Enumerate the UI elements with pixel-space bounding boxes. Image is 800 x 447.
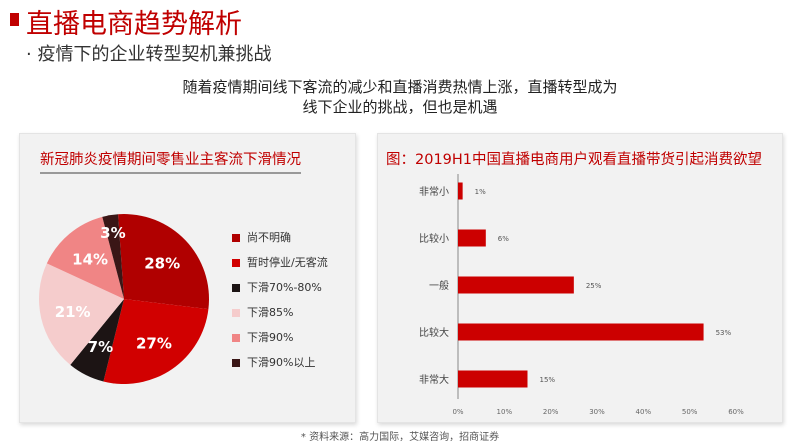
legend-item: 下滑90% [232, 329, 293, 345]
pie-slice-label: 14% [72, 251, 108, 269]
category-label: 非常小 [419, 185, 449, 198]
legend-swatch [232, 309, 240, 317]
category-label: 比较大 [419, 326, 449, 339]
bar [458, 323, 704, 341]
legend-item: 尚不明确 [232, 229, 291, 245]
title-marker [10, 13, 19, 26]
legend-swatch [232, 234, 240, 242]
bar-value-label: 25% [586, 282, 602, 290]
pie-slice [103, 299, 209, 384]
legend-swatch [232, 334, 240, 342]
pie-slice-label: 3% [100, 224, 125, 242]
pie-slice [70, 299, 124, 382]
x-tick-label: 10% [497, 408, 513, 416]
bar-chart-panel: 图：2019H1中国直播电商用户观看直播带货引起消费欲望 非常小 1% 比较小 6% 一… [377, 133, 783, 423]
pie-chart-title: 新冠肺炎疫情期间零售业主客流下滑情况 [40, 148, 301, 174]
bar-chart: 非常小 1% 比较小 6% 一般 25% 比较大 53% 非常大 15% 0% 10% 20% 30% 40… [419, 174, 744, 416]
x-tick-label: 0% [452, 408, 463, 416]
legend-swatch [232, 259, 240, 267]
bar-value-label: 1% [475, 188, 486, 196]
legend-swatch [232, 359, 240, 367]
bar-value-label: 6% [498, 235, 509, 243]
x-tick-label: 50% [682, 408, 698, 416]
pie-slice [118, 214, 209, 310]
category-label: 非常大 [419, 373, 449, 386]
legend-label: 下滑90% [247, 331, 294, 344]
legend-item: 下滑70%-80% [232, 279, 322, 295]
legend-label: 下滑90%以上 [247, 356, 316, 369]
bar-value-label: 53% [716, 329, 732, 337]
x-tick-label: 60% [728, 408, 744, 416]
pie-slice-label: 27% [136, 334, 172, 352]
legend-label: 下滑85% [247, 306, 294, 319]
legend-item: 下滑90%以上 [232, 354, 315, 370]
pie-slice [46, 216, 124, 299]
page-subtitle: · 疫情下的企业转型契机兼挑战 [26, 44, 272, 65]
category-label: 一般 [429, 279, 449, 292]
bar [458, 370, 528, 388]
bar [458, 229, 486, 247]
x-tick-label: 40% [636, 408, 652, 416]
pie-slice [102, 214, 124, 299]
pie-slice-label: 21% [55, 303, 91, 321]
x-tick-label: 30% [589, 408, 605, 416]
intro-line-2: 线下企业的挑战，但也是机遇 [302, 98, 498, 116]
pie-slice [39, 263, 124, 365]
page-title: 直播电商趋势解析 [26, 9, 242, 40]
pie-slice-label: 7% [88, 338, 113, 356]
bar-value-label: 15% [540, 376, 556, 384]
pie-slice-label: 28% [144, 255, 180, 273]
pie-chart: 28% 27% 7% 21% 14% 3% [39, 214, 209, 384]
intro-line-1: 随着疫情期间线下客流的减少和直播消费热情上涨，直播转型成为 [182, 78, 618, 96]
pie-chart-panel: 新冠肺炎疫情期间零售业主客流下滑情况 28% 27% 7% 21% 14% 3% 尚不明确… [19, 133, 356, 423]
bar [458, 182, 463, 200]
legend-label: 尚不明确 [247, 231, 291, 244]
source-note: * 资料来源：高力国际，艾媒咨询，招商证券 [300, 432, 500, 443]
bar [458, 276, 574, 294]
legend-item: 下滑85% [232, 304, 293, 320]
legend-item: 暂时停业/无客流 [232, 254, 328, 270]
legend-label: 下滑70%-80% [247, 281, 322, 294]
category-label: 比较小 [419, 232, 449, 245]
x-tick-label: 20% [543, 408, 559, 416]
bar-chart-title: 图：2019H1中国直播电商用户观看直播带货引起消费欲望 [386, 152, 763, 168]
legend-label: 暂时停业/无客流 [247, 256, 328, 269]
legend-swatch [232, 284, 240, 292]
